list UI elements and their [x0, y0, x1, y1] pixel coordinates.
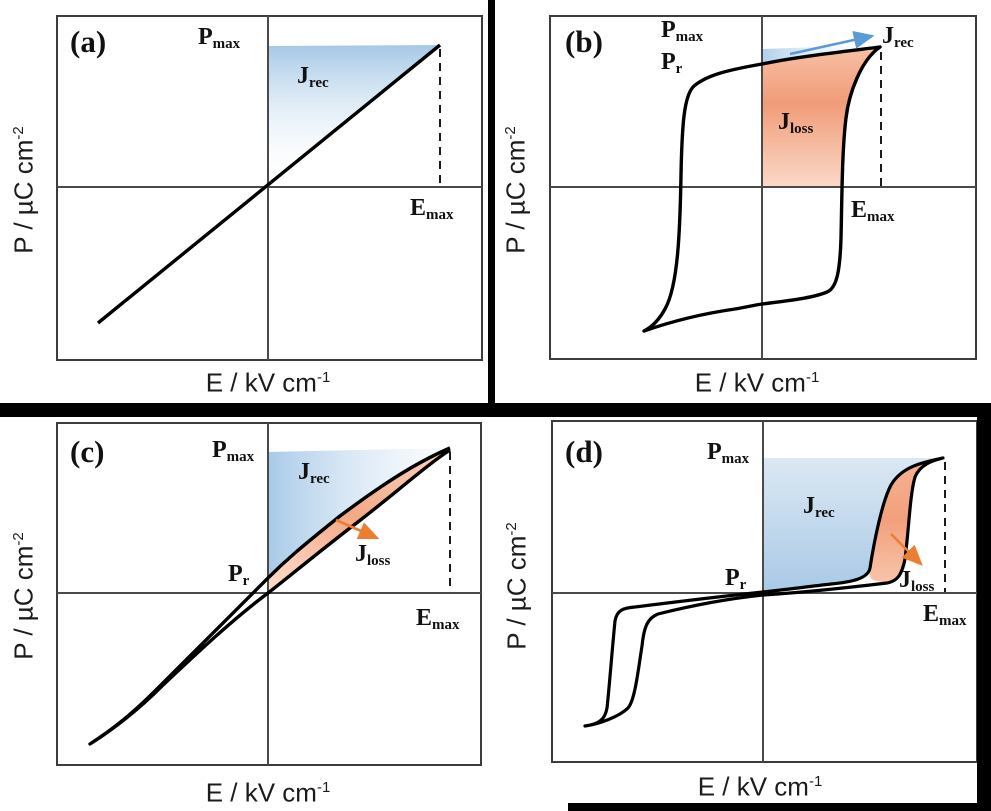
jrec-direction-arrow-icon [789, 31, 875, 56]
panel-c-plot [56, 422, 482, 766]
pmax-label: Pmax [661, 17, 704, 45]
right-edge-black-bar [977, 417, 991, 811]
jloss-arrow-icon [335, 518, 380, 540]
pmax-label: Pmax [707, 439, 750, 467]
jloss-arrow-icon [890, 533, 923, 566]
jrec-label: Jrec [297, 63, 329, 91]
panel-b: (b) Pmax Pr Jrec Jloss Emax P / µC cm-2 … [495, 0, 991, 403]
hysteresis-loop-curve [88, 446, 451, 746]
x-axis-label: E / kV cm-1 [694, 367, 820, 398]
panel-d: (d) Pmax Jrec Pr Jloss Emax P / µC cm-2 … [495, 416, 991, 811]
vertical-divider-bar [488, 0, 495, 404]
panel-a-letter: (a) [70, 24, 107, 59]
jrec-label: Jrec [803, 493, 835, 521]
panel-c-letter: (c) [70, 434, 105, 469]
pmax-label: Pmax [212, 437, 255, 465]
linear-pe-curve [96, 43, 442, 325]
pr-label: Pr [661, 49, 683, 77]
jrec-shaded-area [763, 458, 933, 592]
panel-b-plot [549, 15, 977, 360]
x-axis-label: E / kV cm-1 [205, 367, 331, 398]
panel-d-letter: (d) [565, 434, 603, 469]
hysteresis-loop-curve [642, 45, 882, 333]
horizontal-divider-bar [0, 403, 991, 417]
y-axis-label: P / µC cm-2 [8, 126, 39, 254]
jrec-shaded-area [762, 45, 880, 64]
double-hysteresis-loop-curve [583, 456, 945, 728]
jrec-label: Jrec [298, 459, 330, 487]
y-axis-label: P / µC cm-2 [501, 522, 532, 650]
panel-d-plot [551, 420, 978, 763]
bottom-edge-black-bar [568, 803, 991, 811]
panel-b-letter: (b) [565, 24, 603, 59]
jloss-shaded-area [869, 458, 943, 583]
pr-label: Pr [725, 565, 747, 593]
y-axis-label: P / µC cm-2 [500, 126, 531, 254]
y-axis-label: P / µC cm-2 [8, 532, 39, 660]
jrec-label: Jrec [882, 23, 914, 51]
jloss-label: Jloss [778, 109, 814, 137]
x-axis-label: E / kV cm-1 [697, 771, 823, 802]
panel-a: (a) Pmax Jrec Emax P / µC cm-2 E / kV cm… [0, 0, 489, 403]
jloss-label: Jloss [355, 541, 391, 569]
emax-label: Emax [416, 605, 460, 633]
jloss-label: Jloss [899, 567, 935, 595]
panel-a-plot [56, 15, 483, 361]
pr-label: Pr [228, 561, 250, 589]
jrec-shaded-area [268, 448, 448, 578]
emax-label: Emax [851, 197, 895, 225]
emax-label: Emax [410, 195, 454, 223]
pmax-label: Pmax [198, 24, 241, 52]
emax-label: Emax [923, 601, 967, 629]
panel-c: (c) Pmax Jrec Pr Jloss Emax P / µC cm-2 … [0, 416, 495, 811]
jloss-shaded-area [762, 47, 880, 187]
x-axis-label: E / kV cm-1 [205, 777, 331, 808]
